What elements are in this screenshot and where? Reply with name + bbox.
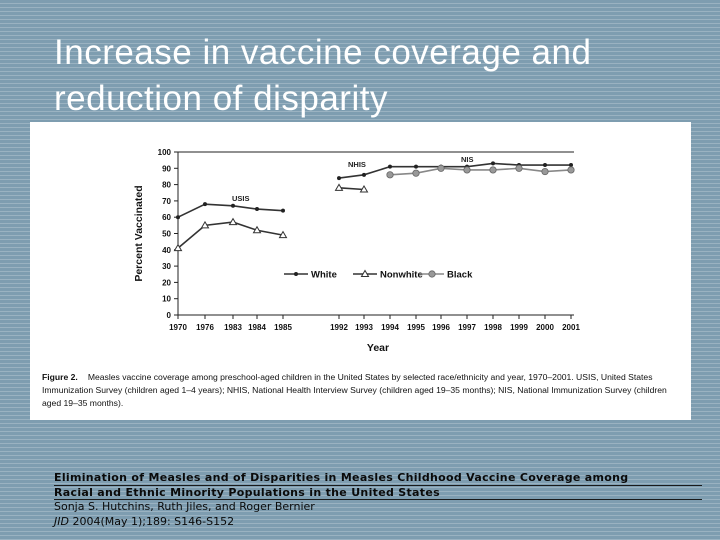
- x-tick-label: 1996: [432, 323, 450, 332]
- x-tick-label: 2001: [562, 323, 580, 332]
- x-tick-label: 1976: [196, 323, 214, 332]
- citation-journal-line: JID 2004(May 1);189: S146-S152: [54, 515, 694, 530]
- segment-label-nhis: NHIS: [348, 160, 366, 169]
- citation-block: Elimination of Measles and of Disparitie…: [54, 471, 694, 529]
- x-tick-label: 1985: [274, 323, 292, 332]
- figure-caption: Figure 2. Measles vaccine coverage among …: [42, 371, 680, 410]
- data-point-nonwhite: [228, 217, 238, 226]
- data-point-white: [203, 202, 207, 207]
- data-point-white: [388, 164, 392, 169]
- data-point-white: [231, 203, 235, 208]
- x-tick-label: 1984: [248, 323, 266, 332]
- data-point-nonwhite: [173, 243, 183, 252]
- legend-label-nonwhite: Nonwhite: [380, 270, 423, 281]
- legend-marker-white: [294, 272, 298, 276]
- caption-label: Figure 2.: [42, 372, 78, 382]
- citation-authors: Sonja S. Hutchins, Ruth Jiles, and Roger…: [54, 500, 315, 513]
- y-tick-label: 40: [162, 246, 171, 255]
- data-point-white: [255, 207, 259, 212]
- vaccine-coverage-chart: 0 10 20 30 40 50 60 70 80 90 100 1970 1976 1983 1984 19…: [133, 148, 580, 354]
- data-point-white: [337, 176, 341, 181]
- y-tick-label: 70: [162, 197, 171, 206]
- segment-label-usis: USIS: [232, 194, 250, 203]
- x-tick-label: 1994: [381, 323, 399, 332]
- data-point-white: [543, 163, 547, 168]
- citation-details: 2004(May 1);189: S146-S152: [68, 514, 235, 528]
- data-point-white: [281, 208, 285, 213]
- x-tick-label: 1995: [407, 323, 425, 332]
- series-line-white: [177, 203, 284, 218]
- caption-text: Measles vaccine coverage among preschool…: [42, 372, 667, 408]
- y-tick-label: 60: [162, 213, 171, 222]
- x-tick-label: 1997: [458, 323, 476, 332]
- slide-title-line2: reduction of disparity: [54, 79, 388, 118]
- data-point-white: [414, 164, 418, 169]
- data-point-nonwhite: [200, 220, 210, 229]
- data-point-white: [362, 172, 366, 177]
- series-line-nonwhite: [338, 187, 365, 191]
- citation-title-line2: Racial and Ethnic Minority Populations i…: [54, 485, 440, 499]
- legend-marker-nonwhite: [360, 269, 370, 277]
- y-tick-label: 10: [162, 295, 171, 304]
- data-point-nonwhite: [334, 183, 344, 191]
- y-tick-label: 80: [162, 181, 171, 190]
- series-line-black: [389, 167, 572, 176]
- y-tick-label: 50: [162, 230, 171, 239]
- x-tick-label: 1993: [355, 323, 373, 332]
- data-point-black: [386, 171, 394, 179]
- figure-panel: 0 10 20 30 40 50 60 70 80 90 100 1970 1976 1983 1984 19…: [30, 122, 691, 420]
- data-point-black: [541, 167, 549, 176]
- citation-journal: JID: [54, 514, 69, 528]
- legend-label-black: Black: [447, 270, 473, 281]
- x-tick-label: 1992: [330, 323, 348, 332]
- slide-title-line1: Increase in vaccine coverage and: [54, 33, 592, 72]
- data-point-nonwhite: [278, 230, 288, 239]
- data-point-black: [489, 166, 497, 174]
- legend-label-white: White: [311, 270, 337, 281]
- x-tick-label: 1970: [169, 323, 187, 332]
- series-line-nonwhite: [177, 221, 284, 249]
- x-tick-label: 2000: [536, 323, 554, 332]
- y-tick-label: 0: [167, 311, 172, 320]
- x-axis-label: Year: [367, 342, 389, 354]
- y-axis-label: Percent Vaccinated: [133, 185, 145, 281]
- data-point-black: [567, 166, 575, 174]
- data-point-nonwhite: [359, 184, 369, 193]
- y-tick-label: 30: [162, 262, 171, 271]
- slide-title: Increase in vaccine coverage and reducti…: [54, 30, 704, 122]
- citation-title-line1: Elimination of Measles and of Disparitie…: [54, 471, 629, 484]
- data-point-white: [176, 215, 180, 220]
- data-point-black: [463, 166, 471, 174]
- segment-label-nis: NIS: [461, 155, 474, 164]
- y-tick-label: 20: [162, 278, 171, 287]
- x-tick-label: 1983: [224, 323, 242, 332]
- series-line-white: [390, 162, 571, 168]
- data-point-black: [437, 164, 445, 172]
- legend-marker-black: [428, 270, 436, 278]
- data-point-nonwhite: [252, 225, 262, 234]
- data-point-black: [412, 169, 420, 177]
- data-point-black: [515, 164, 523, 172]
- y-tick-label: 100: [158, 148, 172, 157]
- citation-rule-top: [54, 485, 702, 486]
- y-tick-label: 90: [162, 164, 171, 173]
- x-tick-label: 1999: [510, 323, 528, 332]
- data-point-white: [569, 163, 573, 168]
- x-tick-label: 1998: [484, 323, 502, 332]
- data-point-white: [491, 161, 495, 166]
- citation-rule-bottom: [54, 499, 702, 500]
